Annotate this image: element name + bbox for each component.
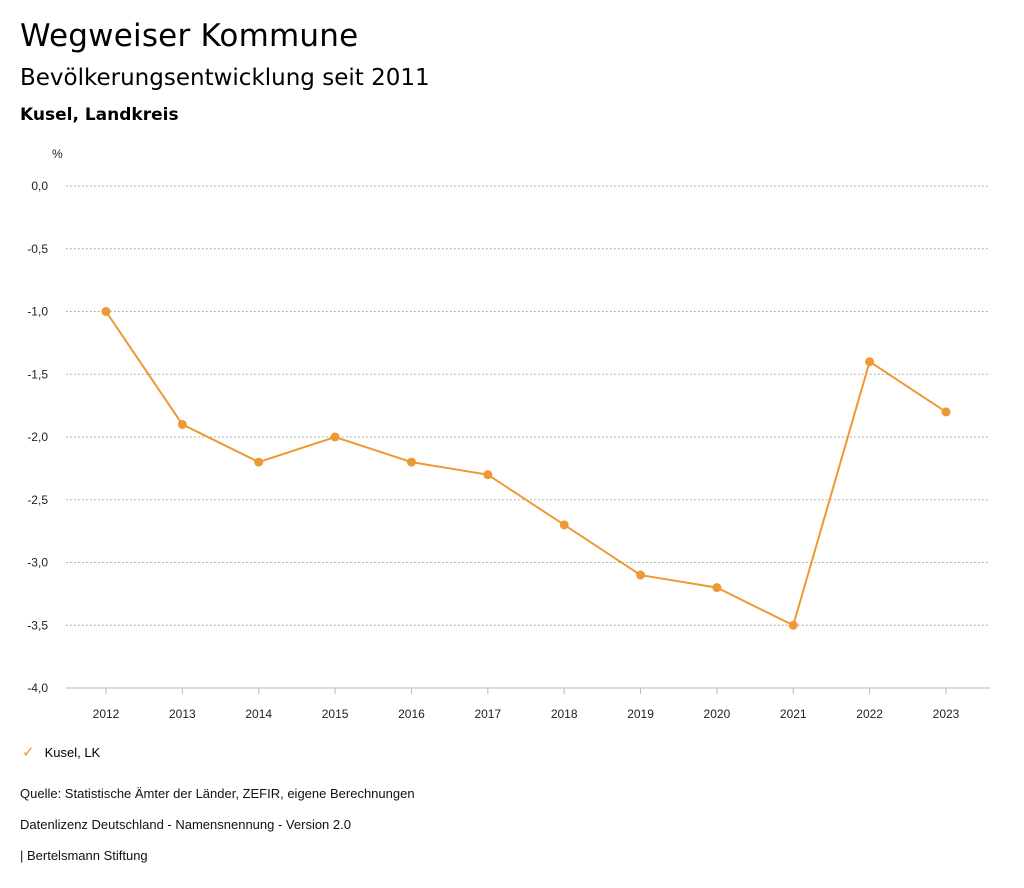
legend-label: Kusel, LK: [44, 745, 101, 760]
y-tick-label: -0,5: [27, 242, 48, 256]
data-point: [865, 357, 875, 367]
data-point: [177, 419, 187, 429]
data-point: [330, 432, 340, 442]
y-tick-label: -1,5: [27, 367, 48, 381]
x-tick-label: 2022: [856, 707, 883, 721]
data-point: [254, 457, 264, 467]
x-tick-label: 2021: [780, 707, 807, 721]
publisher-note: | Bertelsmann Stiftung: [20, 848, 148, 863]
y-tick-label: 0,0: [31, 179, 48, 193]
series-kusel: [101, 307, 951, 630]
y-unit-label: %: [52, 147, 63, 161]
x-tick-label: 2014: [245, 707, 272, 721]
y-tick-label: -3,5: [27, 618, 48, 632]
y-tick-label: -2,0: [27, 430, 48, 444]
x-tick-label: 2013: [169, 707, 196, 721]
data-point: [559, 520, 569, 530]
y-tick-label: -2,5: [27, 493, 48, 507]
x-tick-label: 2012: [93, 707, 120, 721]
x-tick-label: 2020: [704, 707, 731, 721]
y-tick-label: -4,0: [27, 681, 48, 695]
y-axis: 0,0 -0,5 -1,0 -1,5 -2,0 -2,5 -3,0 -3,5 -4,0: [27, 179, 48, 695]
y-tick-label: -1,0: [27, 305, 48, 319]
x-tick-label: 2019: [627, 707, 654, 721]
x-tick-label: 2018: [551, 707, 578, 721]
data-point: [712, 583, 722, 593]
page-title: Wegweiser Kommune: [20, 18, 359, 54]
x-axis: 2012 2013 2014 2015 2016 2017 2018 2019 2020 2021…: [93, 688, 960, 721]
chart-subtitle: Bevölkerungsentwicklung seit 2011: [20, 65, 430, 91]
y-tick-label: -3,0: [27, 556, 48, 570]
region-label: Kusel, Landkreis: [20, 105, 179, 125]
x-tick-label: 2015: [322, 707, 349, 721]
x-tick-label: 2017: [474, 707, 501, 721]
data-point: [941, 407, 951, 417]
legend[interactable]: ✓ Kusel, LK: [22, 745, 100, 760]
data-point: [101, 307, 111, 316]
grid-lines: [66, 185, 990, 689]
x-tick-label: 2023: [933, 707, 960, 721]
check-icon: ✓: [22, 744, 35, 761]
data-point: [483, 470, 493, 480]
data-point: [406, 457, 416, 467]
source-note: Quelle: Statistische Ämter der Länder, Z…: [20, 786, 415, 801]
data-point: [636, 570, 646, 580]
series-line: [105, 310, 947, 627]
data-point: [788, 620, 798, 630]
line-chart: % 0,0 -0,5 -1,0 -1,5 -2,0 -2,5 -3,0 -3,5 -4,0 20…: [27, 147, 990, 721]
x-tick-label: 2016: [398, 707, 425, 721]
license-note: Datenlizenz Deutschland - Namensnennung …: [20, 817, 351, 832]
